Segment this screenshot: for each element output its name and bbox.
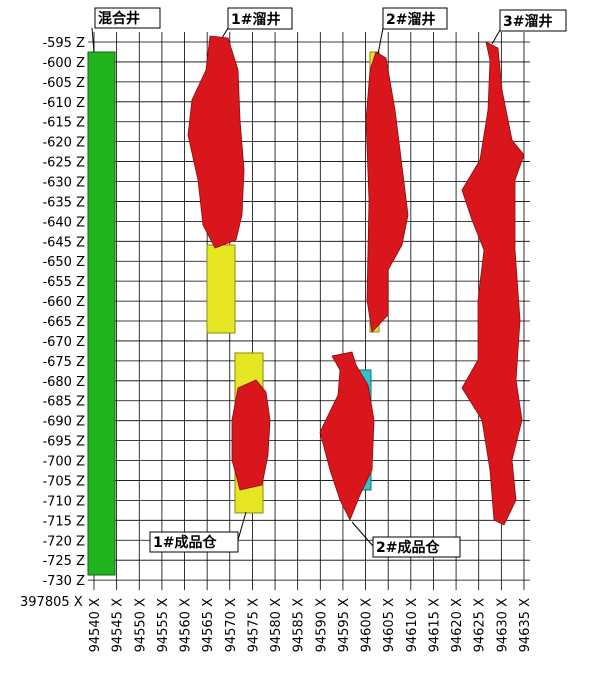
y-label: -675 Z [42,355,85,370]
x-label: 94565 X [201,598,216,652]
callout-box [499,9,567,32]
y-label: -665 Z [42,315,85,330]
ore-pass-3-body [461,41,525,526]
leader [237,511,247,541]
x-label: 94545 X [111,598,126,652]
y-label: -630 Z [42,176,85,191]
y-label: -700 Z [42,455,85,470]
y-label: -680 Z [42,375,85,390]
y-label: -640 Z [42,215,85,230]
y-label: -670 Z [42,335,85,350]
x-label: 94600 X [360,598,375,652]
x-label: 94605 X [382,598,397,652]
y-label: -600 Z [42,56,85,71]
x-label: 94630 X [495,598,510,652]
leader [91,27,95,53]
callout: 3#溜井 [503,13,552,30]
bin-2-body [319,351,375,521]
x-label: 94540 X [88,598,103,652]
y-label: -615 Z [42,116,85,131]
y-label: -605 Z [42,76,85,91]
y-label: -690 Z [42,415,85,430]
x-label: 94570 X [224,598,239,652]
callout: 1#成品仓 [153,534,217,551]
callout-box [149,531,239,553]
y-label: -710 Z [42,494,85,509]
x-label: 94620 X [450,598,465,652]
x-label: 94615 X [427,598,442,652]
ore-pass-1-cylinder [206,244,236,334]
x-label: 94560 X [179,598,194,652]
y-label: -715 Z [42,514,85,529]
y-label: -695 Z [42,435,85,450]
x-label: 94585 X [292,598,307,652]
grid [88,32,530,591]
corner-label: 397805 X [20,595,83,610]
y-label: -595 Z [42,36,85,51]
callout: 1#溜井 [231,11,280,28]
callout-box [227,7,293,30]
callout: 2#溜井 [386,11,435,28]
y-label: -655 Z [42,275,85,290]
x-label: 94555 X [156,598,171,652]
leader [491,29,501,45]
callout-box [94,7,161,29]
x-label: 94595 X [337,598,352,652]
bin-1-body [231,379,271,491]
y-label: -730 Z [42,574,85,589]
ore-pass-1-body [187,35,245,249]
x-label: 94550 X [133,598,148,652]
x-label: 94575 X [246,598,261,652]
y-label: -610 Z [42,96,85,111]
y-label: -625 Z [42,156,85,171]
y-label: -660 Z [42,295,85,310]
y-label: -635 Z [42,195,85,210]
y-label: -725 Z [42,554,85,569]
mixed-shaft [87,51,116,576]
y-label: -705 Z [42,474,85,489]
y-label: -645 Z [42,235,85,250]
callout: 混合井 [98,10,140,27]
ore-pass-2-body [365,51,409,333]
callout-box [372,536,461,558]
callout-box [382,7,448,30]
y-label: -720 Z [42,534,85,549]
leader [221,27,229,39]
y-label: -685 Z [42,395,85,410]
x-label: 94610 X [405,598,420,652]
y-label: -650 Z [42,255,85,270]
leader [351,521,374,547]
x-label: 94590 X [314,598,329,652]
y-label: -620 Z [42,136,85,151]
x-label: 94580 X [269,598,284,652]
callout: 2#成品仓 [376,539,440,556]
x-label: 94625 X [473,598,488,652]
leader [377,27,384,55]
x-label: 94635 X [518,598,533,652]
